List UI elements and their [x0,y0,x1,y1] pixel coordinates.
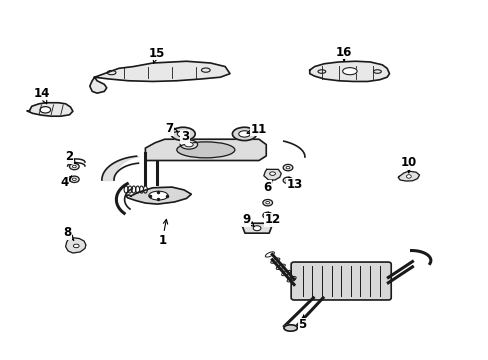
Text: 16: 16 [335,46,351,61]
Polygon shape [309,61,389,81]
Ellipse shape [180,140,197,149]
Ellipse shape [263,199,272,206]
Ellipse shape [265,202,269,204]
Text: 9: 9 [242,213,254,226]
Ellipse shape [283,165,292,171]
Text: 2: 2 [65,150,76,164]
Text: 15: 15 [148,46,164,63]
Text: 10: 10 [400,157,416,173]
Ellipse shape [284,325,297,331]
Polygon shape [95,61,229,81]
Ellipse shape [177,131,188,137]
Text: 5: 5 [298,315,306,331]
Ellipse shape [238,131,250,137]
Polygon shape [27,103,73,116]
Text: 13: 13 [286,177,302,191]
Text: 8: 8 [63,226,74,240]
Ellipse shape [69,163,79,170]
Text: 6: 6 [263,180,272,194]
Polygon shape [90,77,106,93]
Text: 3: 3 [181,130,189,143]
Ellipse shape [265,214,269,217]
Ellipse shape [263,212,272,219]
Ellipse shape [342,68,356,75]
Ellipse shape [285,166,289,169]
Polygon shape [242,223,271,233]
Text: 14: 14 [33,87,50,104]
Ellipse shape [40,107,51,113]
Polygon shape [145,139,265,161]
Text: 7: 7 [165,122,178,135]
Ellipse shape [232,127,256,140]
Ellipse shape [148,191,168,200]
FancyBboxPatch shape [290,262,390,300]
Ellipse shape [177,142,234,158]
Ellipse shape [72,165,76,168]
Text: 1: 1 [158,219,167,247]
Text: 11: 11 [246,123,266,136]
Ellipse shape [269,172,275,175]
Polygon shape [397,171,419,181]
Ellipse shape [253,226,261,231]
Ellipse shape [184,142,193,147]
Text: 12: 12 [264,212,280,226]
Ellipse shape [406,175,410,178]
Ellipse shape [72,178,76,180]
Polygon shape [264,169,281,180]
Ellipse shape [285,179,289,181]
Polygon shape [65,238,86,253]
Ellipse shape [171,127,195,140]
Ellipse shape [69,176,79,183]
Text: 4: 4 [61,176,71,189]
Polygon shape [126,187,191,204]
Ellipse shape [283,177,292,184]
Ellipse shape [73,244,79,248]
